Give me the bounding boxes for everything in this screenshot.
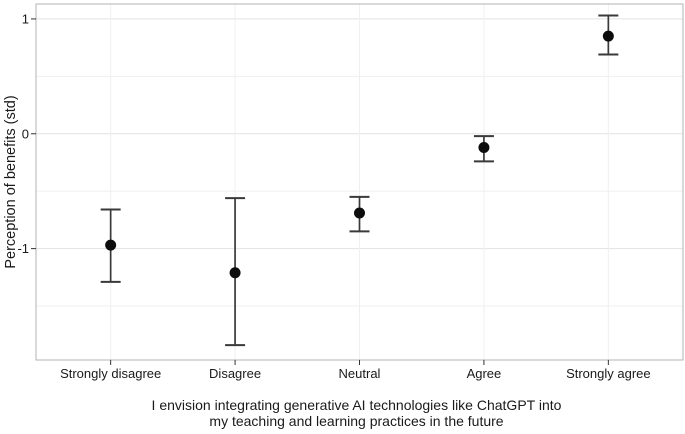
y-axis-tick-label: 1 [22, 11, 29, 26]
x-axis-tick-label: Disagree [209, 366, 261, 381]
x-axis-tick-label: Strongly disagree [60, 366, 161, 381]
mean-point [229, 267, 241, 279]
y-axis-title: Perception of benefits (std) [3, 95, 19, 268]
y-axis-tick-label: 0 [22, 126, 29, 141]
mean-point [478, 142, 490, 154]
x-axis-tick-label: Neutral [339, 366, 381, 381]
x-axis-tick-label: Strongly agree [566, 366, 651, 381]
x-axis-tick-label: Agree [467, 366, 502, 381]
mean-point [105, 239, 117, 251]
x-axis-title-line: my teaching and learning practices in th… [209, 413, 503, 429]
mean-point [354, 207, 365, 219]
mean-point [602, 30, 614, 42]
x-axis-title-line: I envision integrating generative AI tec… [152, 397, 562, 413]
y-axis-tick-label: -1 [17, 241, 29, 256]
